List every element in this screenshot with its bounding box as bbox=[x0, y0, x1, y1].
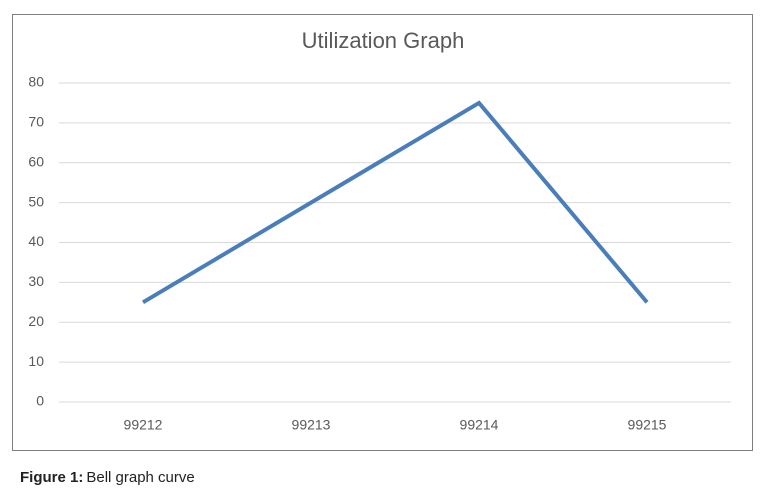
y-tick-label: 70 bbox=[28, 114, 44, 130]
chart-title: Utilization Graph bbox=[302, 28, 465, 53]
y-tick-label: 50 bbox=[28, 193, 44, 209]
data-line bbox=[141, 100, 649, 305]
x-tick-label: 99215 bbox=[628, 417, 667, 433]
chart-frame bbox=[12, 14, 753, 451]
y-tick-label: 20 bbox=[28, 313, 44, 329]
y-tick-label: 30 bbox=[28, 273, 44, 289]
y-tick-label: 40 bbox=[28, 233, 44, 249]
y-tick-label: 10 bbox=[28, 353, 44, 369]
x-tick-label: 99213 bbox=[292, 417, 331, 433]
x-tick-label: 99214 bbox=[460, 417, 499, 433]
x-tick-label: 99212 bbox=[124, 417, 163, 433]
caption-label: Figure 1: bbox=[20, 469, 83, 486]
y-tick-label: 60 bbox=[28, 153, 44, 169]
figure-caption: Figure 1: Bell graph curve bbox=[20, 469, 195, 486]
y-tick-label: 80 bbox=[28, 74, 44, 90]
y-tick-label: 0 bbox=[36, 393, 44, 409]
caption-text: Bell graph curve bbox=[86, 469, 194, 486]
